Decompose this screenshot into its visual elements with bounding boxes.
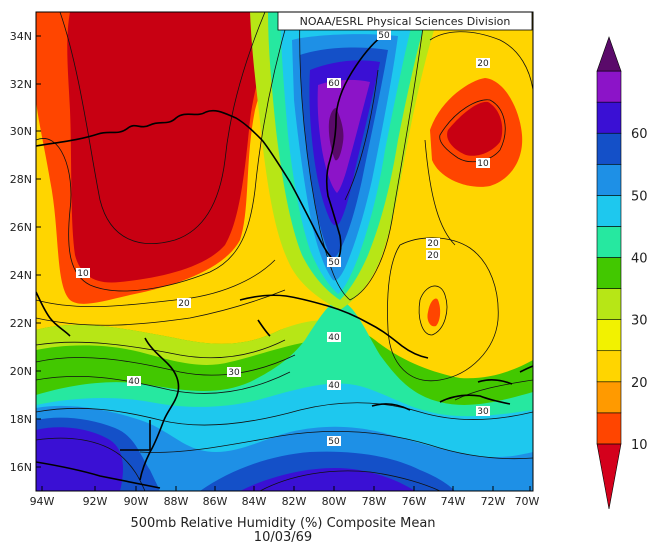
colorbar-swatch [596, 443, 622, 510]
colorbar-swatch [596, 412, 622, 445]
colorbar-label: 60 [631, 127, 648, 142]
contour-label: 60 [327, 78, 341, 89]
svg-text:30: 30 [477, 407, 489, 417]
humidity-purple-tongue [317, 79, 370, 193]
colorbar-swatch [596, 226, 622, 258]
colorbar-swatch [596, 257, 622, 289]
contour-label: 20 [426, 238, 440, 249]
colorbar-label: 40 [631, 252, 648, 267]
contour-label: 20 [476, 58, 490, 69]
colorbar-swatch [596, 350, 622, 383]
svg-text:30N: 30N [10, 125, 32, 138]
humidity-orange-spot-cuba [427, 298, 441, 327]
colorbar-swatch [596, 36, 622, 72]
contour-label: 40 [327, 332, 341, 343]
svg-text:80W: 80W [322, 495, 347, 508]
contour-label: 50 [327, 436, 341, 447]
map-date: 10/03/69 [254, 530, 312, 545]
colorbar-label: 10 [631, 438, 648, 453]
colorbar-swatch [596, 132, 622, 165]
colorbar: 10 20 30 40 50 60 [596, 36, 648, 510]
map-title: 500mb Relative Humidity (%) Composite Me… [130, 516, 435, 531]
contour-label: 50 [327, 257, 341, 268]
contour-label: 10 [476, 158, 490, 169]
contour-lines [36, 12, 533, 491]
svg-text:82W: 82W [282, 495, 307, 508]
colorbar-label: 30 [631, 314, 648, 329]
humidity-red-region-east [447, 101, 503, 156]
contour-label: 30 [227, 367, 241, 378]
svg-text:50: 50 [328, 437, 340, 447]
svg-text:50: 50 [328, 258, 340, 268]
svg-text:88W: 88W [164, 495, 189, 508]
colorbar-label: 50 [631, 189, 648, 204]
coastlines [36, 35, 533, 489]
svg-text:16N: 16N [10, 461, 32, 474]
svg-text:10: 10 [77, 269, 89, 279]
latitude-axis: 34N 32N 30N 28N 26N 24N 22N 20N 18N 16N [10, 30, 41, 474]
svg-text:18N: 18N [10, 413, 32, 426]
humidity-violet-band [36, 427, 123, 491]
svg-text:50: 50 [378, 31, 390, 41]
humidity-red-region-west [67, 12, 280, 283]
svg-text:10: 10 [477, 159, 489, 169]
colorbar-swatch [596, 288, 622, 320]
map-panel: 50 60 20 10 20 20 50 10 20 40 30 40 40 5… [36, 12, 533, 491]
svg-text:20N: 20N [10, 365, 32, 378]
contour-label: 40 [327, 380, 341, 391]
svg-text:32N: 32N [10, 78, 32, 91]
contour-label: 30 [476, 406, 490, 417]
svg-text:28N: 28N [10, 173, 32, 186]
contour-label: 20 [177, 298, 191, 309]
svg-text:60: 60 [328, 79, 340, 89]
svg-text:74W: 74W [441, 495, 466, 508]
map-frame [35, 11, 534, 492]
svg-text:70W: 70W [515, 495, 540, 508]
colorbar-label: 20 [631, 376, 648, 391]
credit-box [277, 12, 533, 31]
contour-label: 50 [377, 30, 391, 41]
svg-text:94W: 94W [30, 495, 55, 508]
humidity-lightgreen-band [36, 320, 335, 365]
svg-text:26N: 26N [10, 221, 32, 234]
colorbar-swatch [596, 319, 622, 352]
svg-text:20: 20 [477, 59, 489, 69]
svg-text:84W: 84W [242, 495, 267, 508]
contour-label: 20 [426, 250, 440, 261]
colorbar-swatch [596, 381, 622, 414]
svg-text:40: 40 [328, 381, 340, 391]
svg-text:72W: 72W [481, 495, 506, 508]
svg-text:34N: 34N [10, 30, 32, 43]
humidity-violet-band-2 [240, 468, 415, 491]
colorbar-swatch [596, 70, 622, 103]
svg-text:86W: 86W [203, 495, 228, 508]
credit-text: NOAA/ESRL Physical Sciences Division [300, 15, 511, 28]
colorbar-swatch [596, 101, 622, 134]
svg-text:20: 20 [427, 239, 439, 249]
svg-text:22N: 22N [10, 317, 32, 330]
svg-text:92W: 92W [83, 495, 108, 508]
colorbar-swatch [596, 163, 622, 196]
colorbar-swatch [596, 195, 622, 227]
longitude-axis: 94W 92W 90W 88W 86W 84W 82W 80W 78W 76W … [30, 486, 540, 508]
svg-text:20: 20 [178, 299, 190, 309]
contour-label: 10 [76, 268, 90, 279]
contour-labels: 50 60 20 10 20 20 50 10 20 40 30 40 40 5… [76, 30, 490, 447]
svg-text:30: 30 [228, 368, 240, 378]
svg-text:90W: 90W [124, 495, 149, 508]
svg-text:76W: 76W [402, 495, 427, 508]
svg-text:40: 40 [328, 333, 340, 343]
svg-text:24N: 24N [10, 269, 32, 282]
contour-label: 40 [127, 376, 141, 387]
svg-text:20: 20 [427, 251, 439, 261]
svg-text:40: 40 [128, 377, 140, 387]
svg-text:78W: 78W [362, 495, 387, 508]
